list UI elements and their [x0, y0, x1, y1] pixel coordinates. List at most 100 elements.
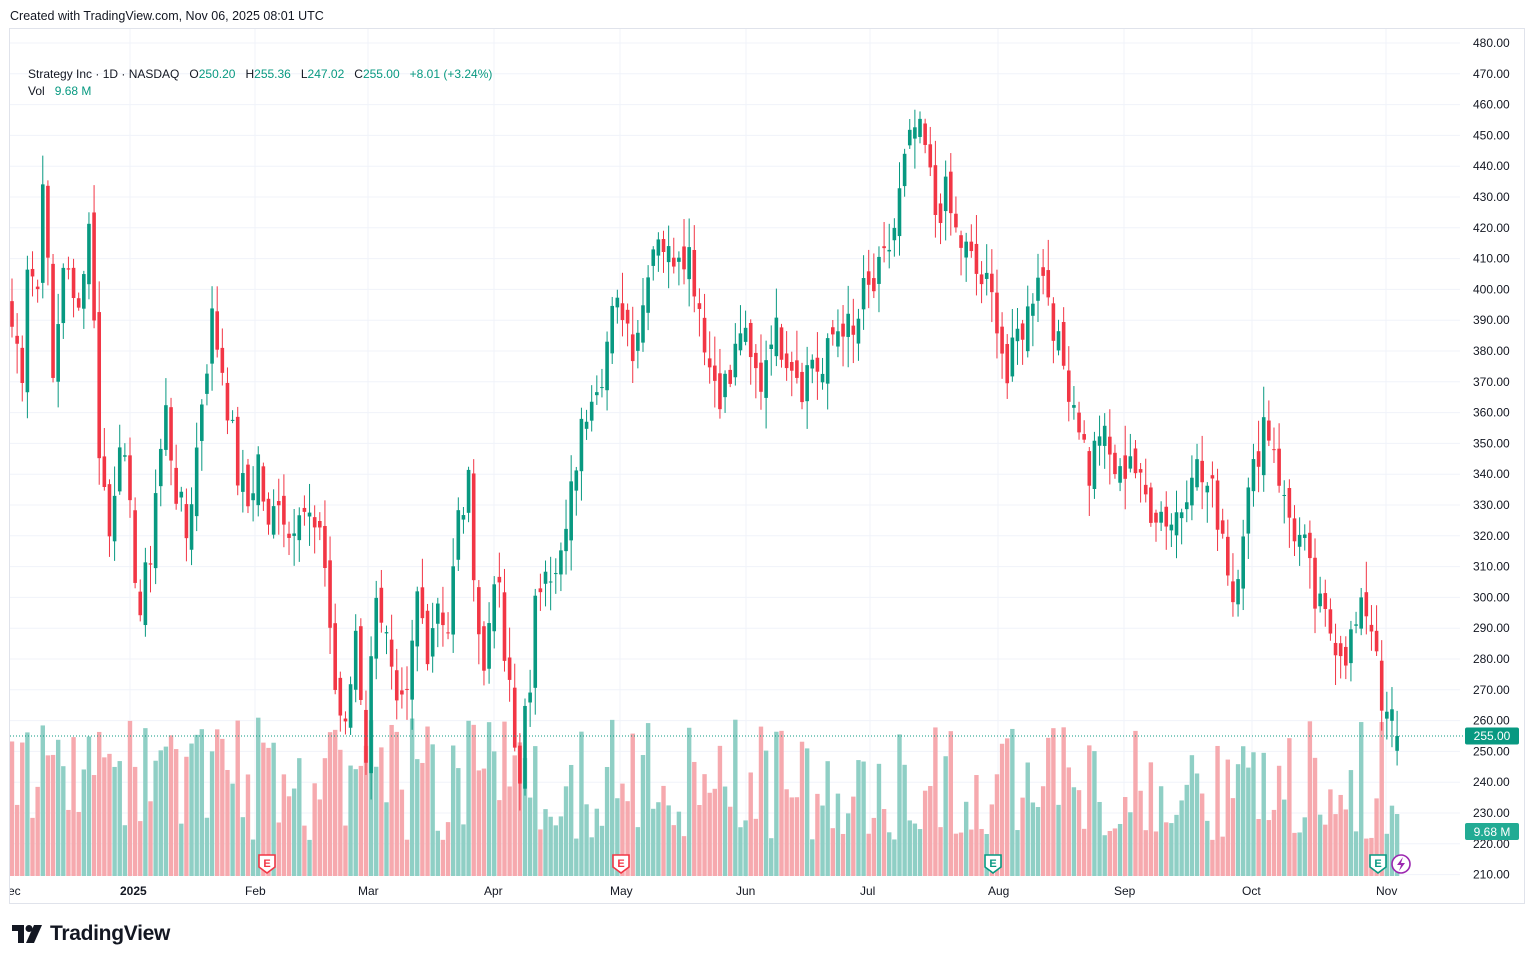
volume-bar — [856, 760, 861, 876]
candle-body — [528, 692, 532, 703]
candle-body — [1066, 370, 1071, 402]
volume-bar — [574, 838, 579, 876]
time-axis[interactable]: ec 2025 Feb Mar Apr May Jun Jul Aug Sep Oct Nov — [10, 884, 1397, 898]
x-tick-label: Sep — [1114, 884, 1136, 898]
candle-body — [1246, 487, 1251, 534]
candle-body — [677, 257, 681, 262]
y-tick-label: 260.00 — [1473, 714, 1510, 728]
volume-bar — [1148, 762, 1154, 876]
volume-bar — [30, 817, 35, 876]
candle-body — [923, 123, 927, 145]
volume-bar — [892, 839, 897, 876]
candle-body — [595, 392, 599, 396]
candle-body — [1261, 417, 1266, 476]
volume-bar — [1364, 838, 1369, 876]
volume-bar — [1199, 793, 1205, 876]
volume-bar — [286, 796, 292, 876]
volume-bar — [61, 766, 66, 876]
candle-body — [636, 332, 640, 351]
price-axis[interactable]: 210.00 220.00 230.00 240.00 250.00 260.00 270.… — [1473, 36, 1510, 882]
volume-bar — [230, 783, 235, 876]
y-tick-label: 310.00 — [1473, 560, 1510, 574]
volume-bar — [1210, 839, 1215, 876]
candle-body — [502, 592, 507, 661]
candle-body — [974, 243, 979, 274]
volume-bar — [45, 755, 51, 876]
volume-bar — [492, 751, 497, 876]
earnings-marker[interactable]: E — [258, 854, 276, 874]
candle-body — [1031, 303, 1035, 316]
candle-body — [164, 405, 168, 450]
volume-bar — [553, 825, 558, 876]
candle-body — [415, 591, 420, 647]
volume-bar — [1235, 764, 1241, 876]
candle-body — [261, 466, 266, 502]
volume-bar — [1394, 814, 1400, 876]
candle-body — [271, 506, 276, 535]
earnings-marker[interactable]: E — [612, 854, 630, 874]
candle-body — [533, 595, 538, 688]
symbol-title[interactable]: Strategy Inc · 1D · NASDAQ — [28, 67, 180, 81]
candle-body — [1328, 609, 1333, 634]
volume-bar — [522, 758, 528, 876]
candle-body — [348, 684, 353, 728]
volume-bar — [1066, 767, 1071, 876]
volume-bar — [435, 830, 440, 876]
tradingview-logo[interactable]: TradingView — [12, 922, 170, 946]
volume-bar — [112, 766, 117, 876]
candle-body — [1364, 592, 1369, 617]
chart-frame[interactable]: 210.00 220.00 230.00 240.00 250.00 260.00 270.… — [9, 28, 1525, 904]
candle-body — [856, 318, 861, 344]
candle-body — [246, 464, 250, 507]
price-chart[interactable]: 210.00 220.00 230.00 240.00 250.00 260.00 270.… — [10, 29, 1524, 903]
earnings-marker[interactable]: E — [984, 854, 1002, 874]
candle-body — [1041, 267, 1045, 276]
volume-bar — [943, 756, 948, 876]
low-label: L — [300, 67, 308, 81]
volume-bar — [738, 827, 743, 876]
candle-body — [584, 421, 589, 429]
x-tick-label: Aug — [988, 884, 1009, 898]
earnings-marker[interactable]: E — [1369, 854, 1387, 874]
volume-bar — [250, 839, 256, 876]
candle-body — [353, 630, 358, 690]
volume-bar — [348, 765, 353, 876]
x-tick-label: 2025 — [120, 884, 147, 898]
volume-bar — [1076, 790, 1082, 876]
volume-bar — [1015, 830, 1020, 876]
candle-body — [123, 455, 127, 457]
candle-body — [282, 495, 286, 525]
volume-bar — [543, 809, 548, 876]
volume-bar — [302, 825, 307, 876]
candle-body — [471, 473, 476, 581]
volume-bar — [353, 769, 358, 876]
candle-body — [995, 292, 999, 334]
candle-body — [333, 623, 337, 690]
candle-body — [841, 323, 845, 337]
volume-bar — [389, 724, 394, 876]
volume-bar — [1348, 770, 1354, 876]
volume-bar — [138, 821, 143, 876]
candle-body — [1318, 593, 1322, 607]
candle-body — [671, 257, 676, 267]
volume-label[interactable]: Vol — [28, 84, 45, 98]
volume-bar — [1117, 823, 1123, 876]
volume-bar — [815, 793, 820, 876]
candle-body — [733, 343, 738, 378]
candle-body — [897, 188, 902, 237]
volume-bar — [969, 829, 974, 876]
volume-bar — [1020, 797, 1025, 876]
candle-body — [984, 272, 989, 279]
volume-bar — [1158, 786, 1164, 876]
candle-body — [482, 626, 486, 671]
volume-bar — [132, 766, 138, 876]
y-tick-label: 220.00 — [1473, 837, 1510, 851]
volume-bar — [1292, 832, 1297, 876]
candle-body — [979, 274, 984, 285]
candle-body — [836, 331, 840, 347]
candle-body — [251, 493, 255, 501]
lightning-event-icon[interactable] — [1391, 854, 1411, 874]
volume-bar — [820, 805, 825, 876]
candle-body — [507, 657, 512, 680]
